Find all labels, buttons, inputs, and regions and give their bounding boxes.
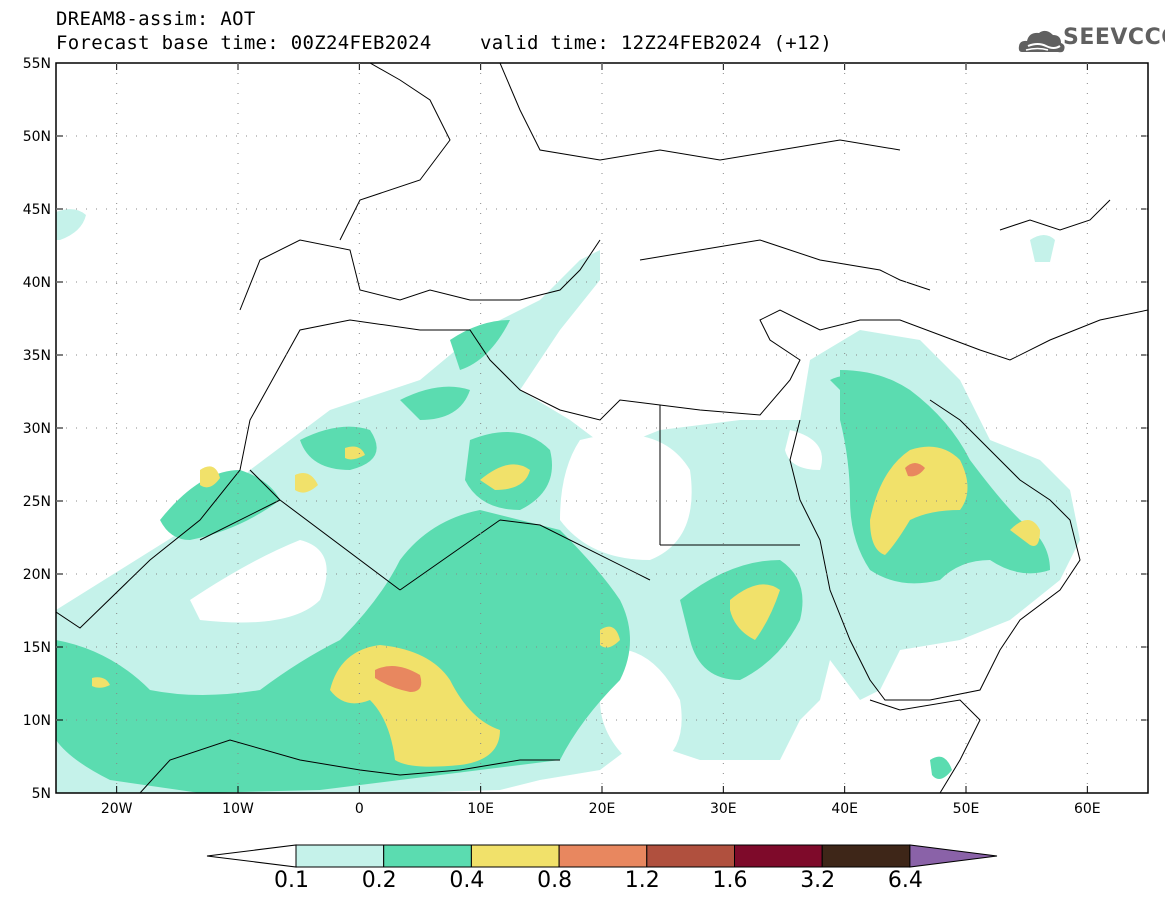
lon-label: 60E — [1074, 801, 1101, 817]
lon-label: 0 — [355, 801, 364, 817]
colorbar-segment — [558, 844, 648, 868]
colorbar-label: 0.4 — [449, 868, 485, 893]
colorbar-segment — [734, 844, 823, 868]
lat-label: 5N — [32, 786, 51, 802]
colorbar-label: 0.8 — [537, 868, 573, 893]
latitude-labels: 55N 50N 45N 40N 35N 30N 25N 20N 15N 10N 5N — [23, 56, 51, 802]
lat-label: 15N — [23, 640, 51, 656]
colorbar-high-arrow — [909, 844, 998, 868]
colorbar-label: 6.4 — [887, 868, 923, 893]
colorbar-segment — [646, 844, 735, 868]
lon-label: 40E — [831, 801, 858, 817]
graticule — [56, 63, 1148, 793]
colorbar-low-arrow — [206, 844, 297, 868]
aot-0.8-1.2-areas — [375, 463, 925, 692]
lat-label: 50N — [23, 129, 51, 145]
colorbar-label: 1.2 — [624, 868, 660, 893]
colorbar-label: 1.6 — [712, 868, 748, 893]
lat-label: 10N — [23, 713, 51, 729]
colorbar — [206, 844, 998, 868]
lat-label: 20N — [23, 567, 51, 583]
colorbar-segment — [821, 844, 911, 868]
logo-text: SEEVCCC — [1063, 25, 1165, 50]
cloud-icon — [1018, 30, 1065, 53]
colorbar-segment — [470, 844, 560, 868]
lon-label: 20E — [589, 801, 616, 817]
coastlines — [56, 63, 1148, 793]
lon-label: 50E — [953, 801, 980, 817]
lat-label: 55N — [23, 56, 51, 72]
colorbar-segment — [295, 844, 385, 868]
colorbar-label: 0.2 — [361, 868, 397, 893]
map-title: DREAM8-assim: AOT — [56, 8, 256, 30]
aot-fields — [56, 63, 1148, 793]
lon-label: 20W — [101, 801, 133, 817]
lon-label: 10W — [222, 801, 254, 817]
lon-label: 10E — [467, 801, 494, 817]
lon-label: 30E — [710, 801, 737, 817]
forecast-base-time: Forecast base time: 00Z24FEB2024 — [56, 32, 432, 54]
lat-label: 25N — [23, 494, 51, 510]
lat-label: 35N — [23, 348, 51, 364]
lat-label: 30N — [23, 421, 51, 437]
colorbar-segment — [383, 844, 472, 868]
valid-time: valid time: 12Z24FEB2024 (+12) — [480, 32, 833, 54]
longitude-labels: 20W 10W 0 10E 20E 30E 40E 50E 60E — [101, 801, 1101, 817]
colorbar-label: 3.2 — [800, 868, 836, 893]
colorbar-label: 0.1 — [274, 868, 309, 893]
lat-label: 45N — [23, 202, 51, 218]
aot-0.4-0.8-areas — [92, 446, 1040, 767]
aot-0.2-0.4-areas — [56, 320, 1050, 793]
lat-label: 40N — [23, 275, 51, 291]
